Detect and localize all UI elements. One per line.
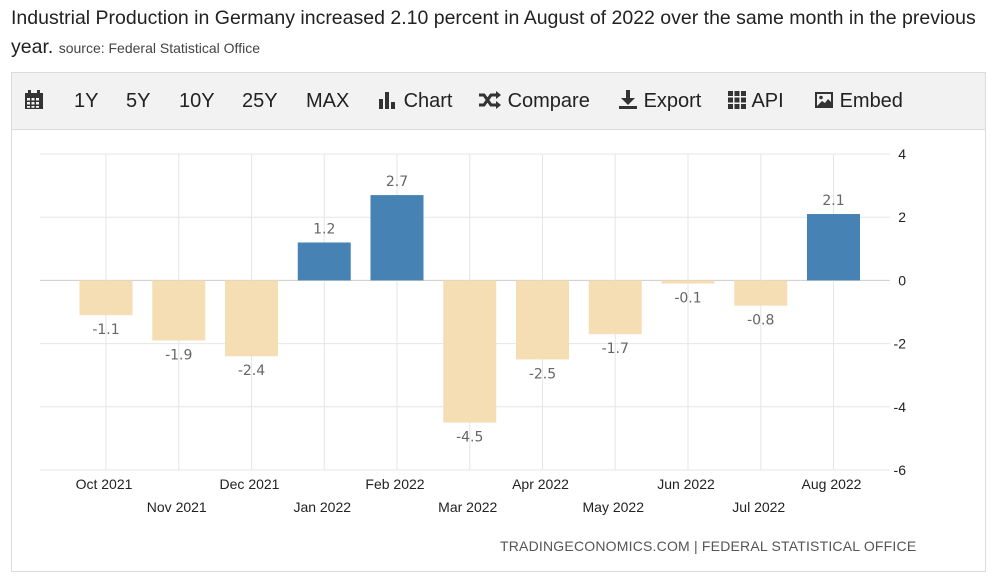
x-tick-label: Jan 2022 [293,499,351,515]
embed-button[interactable]: Embed [814,73,903,129]
x-axis: Oct 2021 Nov 2021 Dec 2021 Jan 2022 Feb 2022… [76,476,862,515]
y-tick-label: 0 [898,272,906,288]
data-label: -1.7 [602,341,629,357]
range-max-button[interactable]: MAX [306,90,350,112]
range-1y-button[interactable]: 1Y [74,90,99,112]
compare-button[interactable]: Compare [478,73,590,129]
y-tick-label: -4 [894,399,907,415]
image-icon [814,90,840,112]
y-tick-label: 2 [898,209,906,225]
bar-aug-2022[interactable] [807,214,860,281]
x-tick-label: Jun 2022 [657,476,715,492]
bar-jun-2022[interactable] [661,280,715,284]
y-axis: 4 2 0 -2 -4 -6 [894,146,907,478]
x-tick-label: Oct 2021 [76,476,133,492]
headline-title: Industrial Production in Germany increas… [11,7,976,58]
x-tick-label: Mar 2022 [438,499,497,515]
bar-oct-2021[interactable] [79,280,133,316]
calendar-icon [24,90,44,112]
data-label: 1.2 [313,221,335,237]
api-label: API [751,90,784,112]
range-5y-button[interactable]: 5Y [126,90,151,112]
x-tick-label: Apr 2022 [512,476,569,492]
export-label: Export [643,90,702,112]
data-label: 2.7 [386,174,408,190]
chart-type-label: Chart [403,90,453,112]
data-label: -2.5 [529,366,556,382]
x-tick-label: Jul 2022 [732,499,785,515]
download-icon [618,90,644,112]
x-tick-label: Dec 2021 [220,476,280,492]
export-button[interactable]: Export [618,73,701,129]
x-tick-label: Aug 2022 [802,476,862,492]
embed-label: Embed [839,90,903,112]
range-10y-button[interactable]: 10Y [179,90,215,112]
chart-toolbar: 1Y 5Y 10Y 25Y MAX Chart [12,73,985,130]
bar-feb-2022[interactable] [370,195,424,281]
x-tick-label: Feb 2022 [365,476,424,492]
compare-label: Compare [507,90,590,112]
range-25y-button[interactable]: 25Y [242,90,278,112]
data-label: -0.8 [747,313,774,329]
x-tick-label: Nov 2021 [147,499,207,515]
data-label: -0.1 [674,291,701,307]
chart-headline: Industrial Production in Germany increas… [11,4,991,63]
calendar-button[interactable] [24,73,44,129]
bar-jul-2022[interactable] [734,280,788,306]
data-label: -2.4 [238,363,265,379]
data-label: 2.1 [822,193,844,209]
bar-chart-icon [378,90,404,112]
bar-jan-2022[interactable] [297,242,351,281]
bar-may-2022[interactable] [588,280,642,335]
bar-mar-2022[interactable] [443,280,497,423]
api-button[interactable]: API [727,73,784,129]
chart-type-button[interactable]: Chart [378,73,452,129]
y-tick-label: -2 [894,336,907,352]
bar-dec-2021[interactable] [225,280,278,357]
data-label: -1.1 [92,322,119,338]
data-label: -1.9 [165,347,192,363]
data-label: -4.5 [456,430,483,446]
bar-apr-2022[interactable] [516,280,569,360]
chart-credit: TRADINGECONOMICS.COM | FEDERAL STATISTIC… [500,538,917,554]
shuffle-icon [478,90,508,112]
bar-series [79,195,860,423]
x-tick-label: May 2022 [583,499,645,515]
bar-nov-2021[interactable] [152,280,206,341]
data-labels: -1.1 -1.9 -2.4 1.2 2.7 -4.5 -2.5 -1.7 -0.1 -0.8 2.… [92,174,844,446]
headline-source: source: Federal Statistical Office [58,40,260,56]
y-tick-label: 4 [898,146,906,162]
y-tick-label: -6 [894,462,907,478]
grid-icon [727,90,751,112]
